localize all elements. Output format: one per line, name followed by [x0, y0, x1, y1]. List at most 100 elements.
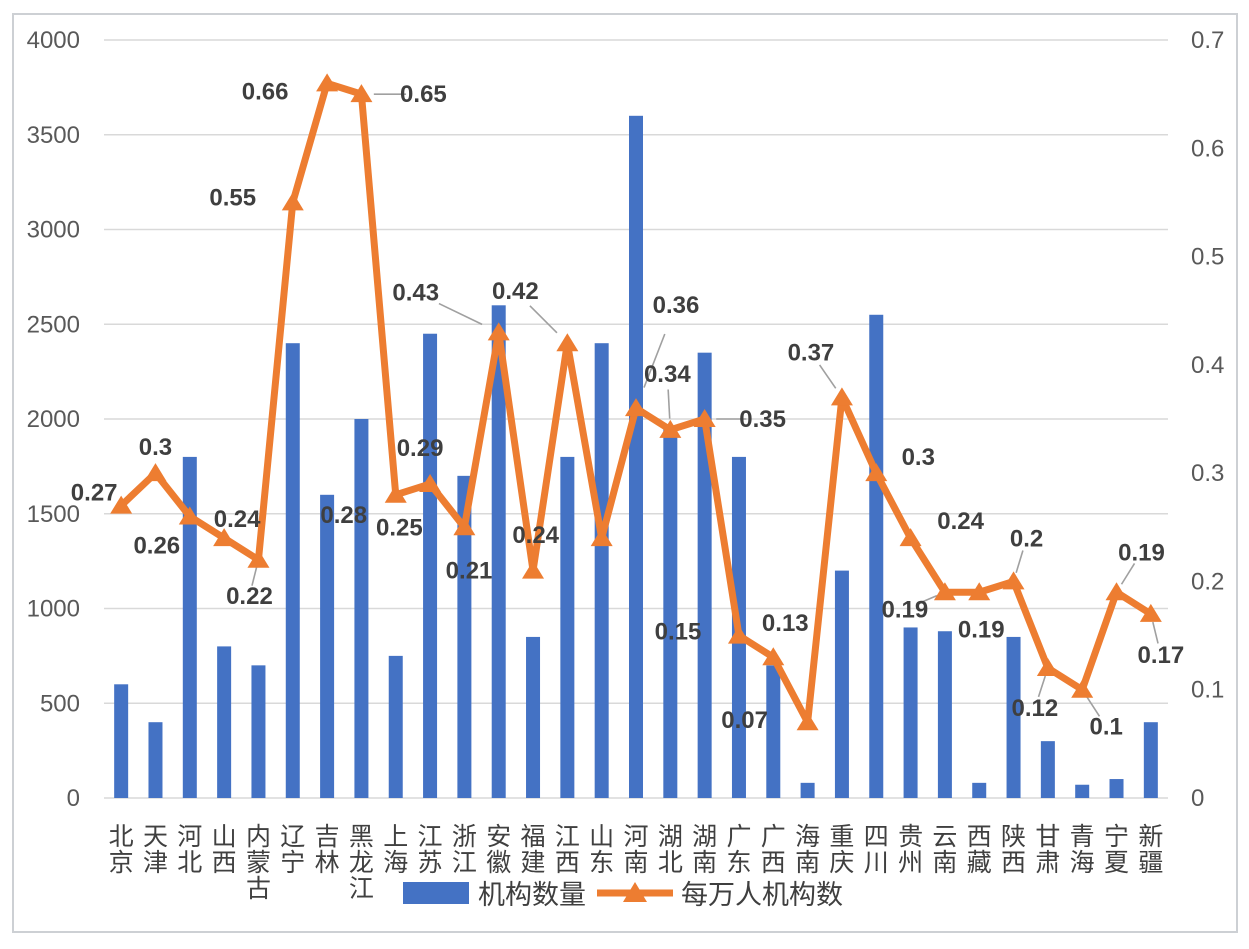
marker-重庆 — [830, 387, 853, 406]
marker-贵州 — [899, 528, 922, 547]
bar-青海 — [1075, 784, 1090, 798]
marker-安徽 — [487, 322, 510, 341]
label-leader — [915, 594, 938, 606]
category-label-广东: 东 — [726, 849, 751, 877]
category-label-重庆: 庆 — [829, 849, 854, 877]
marker-上海 — [384, 484, 407, 503]
right-axis-tick: 0.3 — [1191, 460, 1224, 487]
marker-江苏 — [419, 473, 442, 492]
bar-吉林 — [320, 494, 335, 798]
category-label-山东: 东 — [589, 849, 614, 877]
right-axis-tick: 0 — [1191, 785, 1204, 812]
data-label-天津: 0.3 — [139, 434, 172, 461]
category-label-广西: 西 — [761, 850, 786, 877]
bar-河北 — [182, 456, 197, 798]
marker-甘肃 — [1036, 658, 1059, 677]
marker-河南 — [625, 398, 647, 417]
bar-海南 — [800, 782, 815, 798]
label-leader — [818, 364, 837, 389]
category-label-黑龙江: 龙 — [349, 849, 374, 877]
left-axis-labels: 0 500 1000 1500 2000 2500 3000 3500 4000 — [27, 27, 80, 812]
data-label-四川: 0.3 — [902, 444, 935, 471]
bar-新疆 — [1143, 722, 1158, 798]
marker-云南 — [933, 582, 956, 601]
marker-青海 — [1071, 679, 1094, 698]
marker-江西 — [556, 333, 579, 352]
category-label-内蒙古: 蒙 — [246, 849, 271, 877]
bar-天津 — [148, 722, 163, 798]
right-axis-tick: 0.5 — [1191, 244, 1224, 271]
marker-山西 — [213, 528, 236, 547]
category-axis-labels: 北京天津河北山西内蒙古辽宁吉林黑龙江上海江苏浙江安徽福建江西山东河南湖北湖南广东… — [109, 823, 1164, 903]
category-label-湖北: 湖 — [658, 823, 683, 851]
bar-series — [114, 115, 1158, 799]
label-leader — [1086, 696, 1101, 717]
label-leader — [667, 389, 671, 419]
left-axis-tick: 1500 — [27, 501, 80, 528]
legend-bar-label: 机构数量 — [478, 880, 586, 910]
category-label-贵州: 贵 — [898, 823, 923, 851]
data-label-内蒙古: 0.22 — [226, 583, 273, 610]
category-label-江西: 江 — [555, 823, 580, 851]
bar-江西 — [560, 456, 575, 798]
marker-湖北 — [659, 419, 682, 438]
label-leader — [1037, 675, 1047, 698]
bar-陕西 — [1006, 636, 1021, 798]
data-label-黑龙江: 0.65 — [400, 81, 447, 108]
marker-黑龙江 — [350, 84, 373, 103]
marker-吉林 — [316, 73, 339, 92]
bar-宁夏 — [1109, 779, 1124, 798]
category-label-西藏: 藏 — [967, 849, 992, 877]
category-label-河北: 河 — [177, 823, 202, 851]
category-label-云南: 南 — [932, 849, 957, 877]
category-label-江苏: 江 — [418, 823, 443, 851]
right-axis-tick: 0.7 — [1191, 27, 1224, 54]
marker-宁夏 — [1105, 582, 1128, 601]
data-label-宁夏: 0.19 — [1118, 539, 1165, 566]
right-axis-tick: 0.4 — [1191, 352, 1224, 379]
right-axis-tick: 0.2 — [1191, 568, 1224, 595]
category-label-陕西: 西 — [1001, 850, 1026, 877]
category-label-吉林: 吉 — [315, 823, 340, 851]
bar-内蒙古 — [251, 665, 266, 798]
bar-辽宁 — [285, 343, 300, 798]
chart-frame — [12, 13, 1238, 933]
marker-陕西 — [1002, 571, 1025, 590]
data-label-北京: 0.27 — [71, 480, 118, 507]
category-label-新疆: 新 — [1138, 823, 1163, 851]
category-label-宁夏: 夏 — [1104, 850, 1129, 877]
data-label-甘肃: 0.12 — [1012, 695, 1059, 722]
left-axis-tick: 500 — [40, 690, 80, 717]
label-leader — [1015, 550, 1024, 574]
category-label-宁夏: 宁 — [1104, 823, 1129, 851]
marker-广东 — [727, 625, 750, 644]
category-label-内蒙古: 古 — [246, 875, 271, 903]
category-label-上海: 上 — [383, 823, 408, 851]
category-label-山东: 山 — [589, 823, 614, 851]
category-label-辽宁: 宁 — [280, 849, 305, 877]
category-label-广东: 广 — [726, 823, 751, 851]
category-label-江西: 西 — [555, 850, 580, 877]
left-axis-tick: 4000 — [27, 27, 80, 54]
marker-辽宁 — [281, 192, 304, 211]
marker-西藏 — [968, 582, 991, 601]
data-label-贵州: 0.24 — [937, 508, 984, 535]
bar-江苏 — [423, 333, 438, 798]
data-label-山东: 0.24 — [512, 522, 559, 549]
category-label-安徽: 安 — [486, 823, 511, 851]
label-leader — [1120, 563, 1136, 585]
label-leader — [438, 302, 483, 326]
data-label-重庆: 0.37 — [788, 339, 835, 366]
data-label-青海: 0.1 — [1090, 714, 1123, 741]
category-label-湖南: 湖 — [692, 823, 717, 851]
category-label-青海: 青 — [1070, 823, 1095, 851]
data-label-广东: 0.15 — [655, 619, 702, 646]
category-label-黑龙江: 黑 — [349, 824, 374, 851]
legend-bar-swatch — [403, 882, 469, 904]
bar-重庆 — [834, 570, 849, 798]
left-axis-tick: 2500 — [27, 311, 80, 338]
data-label-浙江: 0.25 — [376, 514, 423, 541]
category-label-黑龙江: 江 — [349, 875, 374, 903]
data-label-湖北: 0.34 — [644, 361, 691, 388]
bar-甘肃 — [1040, 741, 1055, 798]
